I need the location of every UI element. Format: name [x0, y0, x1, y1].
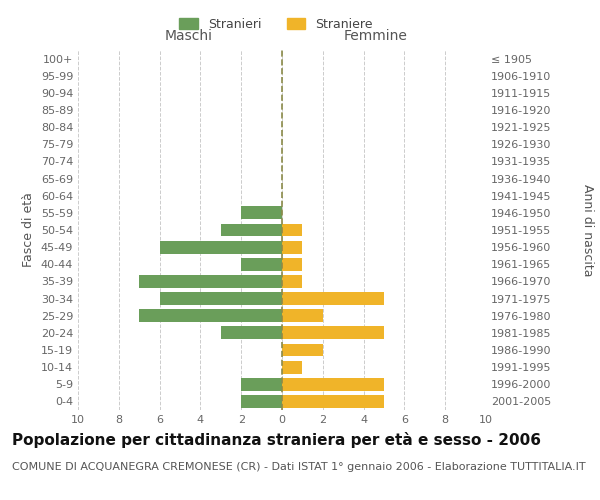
Bar [139, 275, 282, 288]
Bar [282, 326, 384, 340]
Legend: Stranieri, Straniere: Stranieri, Straniere [173, 11, 379, 37]
Text: Popolazione per cittadinanza straniera per età e sesso - 2006: Popolazione per cittadinanza straniera p… [12, 432, 541, 448]
Bar [241, 258, 282, 270]
Bar [282, 344, 323, 356]
Bar [282, 224, 302, 236]
Text: Maschi: Maschi [164, 29, 212, 43]
Text: COMUNE DI ACQUANEGRA CREMONESE (CR) - Dati ISTAT 1° gennaio 2006 - Elaborazione : COMUNE DI ACQUANEGRA CREMONESE (CR) - Da… [12, 462, 586, 472]
Bar [282, 310, 323, 322]
Bar [282, 360, 302, 374]
Y-axis label: Fasce di età: Fasce di età [22, 192, 35, 268]
Bar [221, 224, 282, 236]
Bar [221, 326, 282, 340]
Bar [160, 240, 282, 254]
Bar [282, 275, 302, 288]
Text: Femmine: Femmine [344, 29, 408, 43]
Bar [282, 378, 384, 390]
Bar [282, 292, 384, 305]
Bar [241, 395, 282, 408]
Bar [282, 258, 302, 270]
Text: Anni di nascita: Anni di nascita [581, 184, 595, 276]
Bar [241, 206, 282, 220]
Bar [139, 310, 282, 322]
Bar [160, 292, 282, 305]
Bar [282, 240, 302, 254]
Bar [282, 395, 384, 408]
Bar [241, 378, 282, 390]
